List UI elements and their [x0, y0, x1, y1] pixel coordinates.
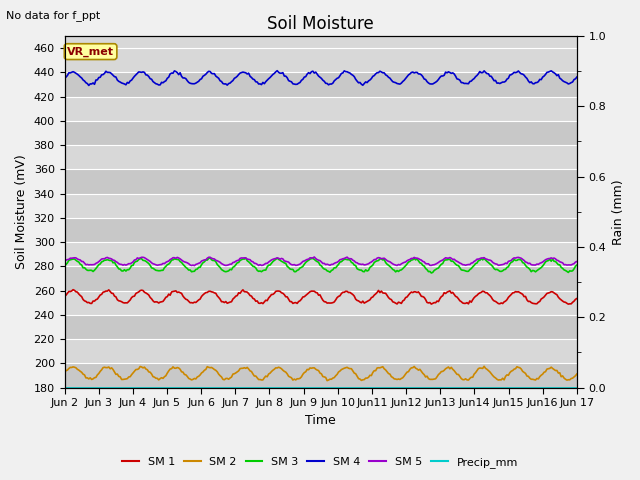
SM 3 [124, 267, 131, 273]
Precip_mm [545, 385, 552, 391]
SM 3 [241, 256, 248, 262]
Precip_mm [239, 385, 247, 391]
SM 4 [125, 80, 132, 86]
Title: Soil Moisture: Soil Moisture [268, 15, 374, 33]
SM 1 [286, 299, 294, 304]
SM 2 [124, 376, 131, 382]
SM 4 [547, 68, 555, 74]
SM 1 [241, 289, 248, 295]
SM 1 [573, 296, 580, 301]
Bar [65, 290, 577, 315]
Y-axis label: Soil Moisture (mV): Soil Moisture (mV) [15, 155, 28, 269]
Line: SM 1: SM 1 [65, 289, 577, 304]
Bar [65, 169, 577, 193]
SM 1 [125, 299, 132, 304]
SM 5 [215, 259, 223, 264]
SM 4 [273, 68, 281, 73]
SM 4 [85, 83, 93, 88]
SM 4 [61, 76, 68, 82]
Legend: SM 1, SM 2, SM 3, SM 4, SM 5, Precip_mm: SM 1, SM 2, SM 3, SM 4, SM 5, Precip_mm [118, 452, 522, 472]
Bar [65, 48, 577, 72]
Line: SM 2: SM 2 [65, 366, 577, 381]
Bar [65, 145, 577, 169]
SM 5 [124, 262, 131, 267]
Precip_mm [61, 385, 68, 391]
Precip_mm [573, 385, 580, 391]
SM 1 [61, 293, 68, 299]
SM 5 [547, 255, 555, 261]
SM 3 [547, 258, 555, 264]
SM 3 [61, 262, 68, 268]
SM 2 [323, 378, 331, 384]
SM 2 [547, 364, 555, 370]
SM 5 [310, 254, 318, 260]
Y-axis label: Rain (mm): Rain (mm) [612, 179, 625, 245]
SM 4 [573, 74, 580, 80]
Text: No data for f_ppt: No data for f_ppt [6, 10, 100, 21]
SM 3 [428, 270, 435, 276]
Text: VR_met: VR_met [67, 47, 114, 57]
SM 4 [287, 79, 295, 84]
SM 1 [564, 301, 572, 307]
Line: SM 4: SM 4 [65, 71, 577, 85]
Bar [65, 242, 577, 266]
Bar [65, 218, 577, 242]
SM 2 [239, 365, 247, 371]
Bar [65, 315, 577, 339]
SM 2 [213, 369, 221, 375]
Precip_mm [285, 385, 292, 391]
Precip_mm [230, 385, 238, 391]
SM 5 [573, 259, 580, 264]
SM 5 [286, 261, 294, 266]
SM 2 [285, 373, 292, 379]
SM 2 [61, 370, 68, 376]
SM 3 [573, 262, 580, 268]
SM 2 [230, 371, 238, 377]
SM 5 [232, 258, 239, 264]
SM 3 [286, 266, 294, 272]
SM 3 [232, 262, 239, 268]
Line: SM 3: SM 3 [65, 258, 577, 273]
Bar [65, 121, 577, 145]
SM 2 [573, 371, 580, 377]
Line: SM 5: SM 5 [65, 257, 577, 265]
Bar [65, 266, 577, 290]
SM 1 [232, 293, 239, 299]
Bar [65, 339, 577, 363]
SM 5 [61, 258, 68, 264]
Bar [65, 96, 577, 121]
SM 5 [241, 255, 248, 261]
SM 3 [215, 263, 223, 269]
Precip_mm [124, 385, 131, 391]
SM 3 [206, 255, 214, 261]
SM 2 [480, 363, 488, 369]
Bar [65, 193, 577, 218]
SM 4 [241, 70, 248, 75]
Bar [65, 72, 577, 96]
SM 1 [215, 295, 223, 300]
Bar [65, 363, 577, 388]
SM 1 [546, 290, 554, 296]
SM 4 [215, 75, 223, 81]
SM 4 [232, 74, 239, 80]
X-axis label: Time: Time [305, 414, 336, 427]
Precip_mm [213, 385, 221, 391]
SM 1 [69, 287, 77, 292]
SM 5 [191, 263, 198, 268]
